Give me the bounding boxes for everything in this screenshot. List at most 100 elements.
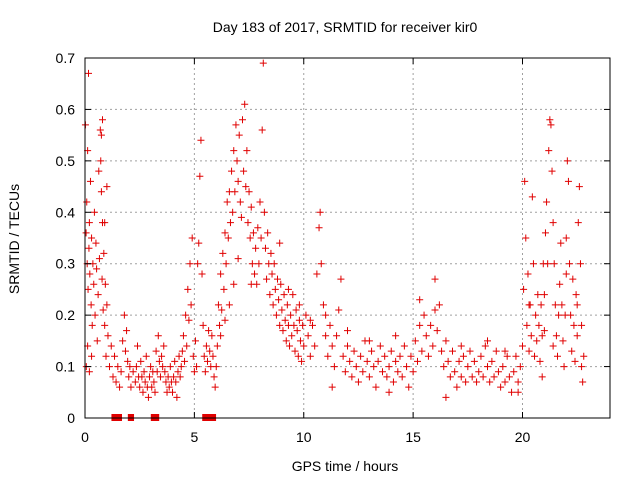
- data-point: [127, 383, 135, 391]
- data-point: [569, 275, 577, 283]
- data-point: [209, 352, 217, 360]
- data-point: [210, 373, 218, 381]
- data-point: [201, 368, 209, 376]
- data-point: [281, 316, 289, 324]
- y-tick-label: 0.2: [56, 307, 76, 323]
- data-point: [217, 270, 225, 278]
- data-point: [236, 198, 244, 206]
- data-point: [120, 311, 128, 319]
- data-point: [575, 183, 583, 191]
- y-tick-label: 0.1: [56, 359, 76, 375]
- data-point: [111, 352, 119, 360]
- data-point: [427, 321, 435, 329]
- data-point: [99, 116, 106, 124]
- data-point: [302, 311, 310, 319]
- data-point: [385, 363, 393, 371]
- y-tick-label: 0.7: [56, 50, 76, 66]
- data-point: [387, 347, 395, 355]
- data-point: [550, 260, 558, 268]
- data-point: [292, 306, 300, 314]
- data-point: [370, 363, 378, 371]
- data-point: [213, 342, 221, 350]
- data-point: [438, 347, 446, 355]
- data-point: [139, 388, 147, 396]
- data-point: [392, 357, 400, 365]
- data-point: [298, 357, 306, 365]
- data-point: [573, 301, 581, 309]
- data-point: [95, 167, 103, 175]
- data-point: [174, 368, 182, 376]
- data-point: [245, 188, 253, 196]
- data-point: [543, 198, 551, 206]
- data-point: [219, 249, 227, 257]
- axis-ticks: [84, 57, 610, 419]
- data-point: [540, 327, 548, 335]
- data-point: [276, 321, 284, 329]
- y-tick-label: 0.4: [56, 204, 76, 220]
- data-point: [376, 342, 384, 350]
- data-point: [459, 352, 467, 360]
- data-point: [516, 363, 524, 371]
- data-point: [220, 285, 228, 293]
- data-point: [449, 347, 456, 355]
- data-point: [249, 229, 257, 237]
- data-point: [248, 260, 256, 268]
- data-point: [161, 368, 169, 376]
- data-point: [306, 352, 314, 360]
- data-point: [103, 183, 111, 191]
- data-point: [536, 357, 544, 365]
- data-point: [296, 337, 304, 345]
- data-point: [123, 327, 131, 335]
- data-point: [359, 368, 367, 376]
- data-point: [523, 321, 531, 329]
- data-point: [258, 126, 266, 134]
- data-point: [571, 357, 579, 365]
- data-point: [521, 177, 529, 185]
- data-point: [275, 296, 283, 304]
- data-point: [313, 270, 321, 278]
- data-point: [87, 301, 95, 309]
- data-point: [195, 239, 203, 247]
- data-point: [333, 332, 341, 340]
- data-point: [124, 357, 132, 365]
- data-point: [488, 357, 496, 365]
- data-point: [154, 332, 162, 340]
- data-point: [84, 285, 92, 293]
- data-point: [188, 234, 196, 242]
- data-point: [524, 270, 532, 278]
- data-point: [501, 378, 509, 386]
- data-point: [269, 301, 277, 309]
- data-point: [306, 316, 314, 324]
- data-point: [116, 383, 124, 391]
- data-point: [525, 301, 533, 309]
- data-point: [181, 357, 189, 365]
- data-point: [216, 321, 224, 329]
- x-tick-label: 10: [296, 429, 312, 445]
- data-point: [288, 332, 296, 340]
- data-point: [131, 378, 139, 386]
- data-point: [389, 378, 397, 386]
- data-point: [101, 280, 109, 288]
- data-point: [576, 260, 584, 268]
- data-point: [433, 327, 441, 335]
- data-point: [82, 229, 90, 237]
- data-point: [512, 352, 520, 360]
- data-point: [102, 352, 110, 360]
- data-point: [196, 172, 204, 180]
- data-point: [545, 147, 553, 155]
- data-point: [274, 275, 281, 283]
- data-point: [208, 332, 216, 340]
- data-point: [564, 177, 572, 185]
- data-point: [322, 332, 330, 340]
- data-point: [422, 332, 430, 340]
- data-point: [339, 352, 347, 360]
- data-point: [193, 363, 201, 371]
- data-point: [484, 337, 491, 345]
- data-point: [383, 373, 391, 381]
- data-point: [170, 373, 178, 381]
- data-point: [254, 224, 262, 232]
- data-point: [529, 260, 537, 268]
- data-point: [263, 275, 271, 283]
- data-point: [160, 342, 168, 350]
- data-point: [431, 275, 439, 283]
